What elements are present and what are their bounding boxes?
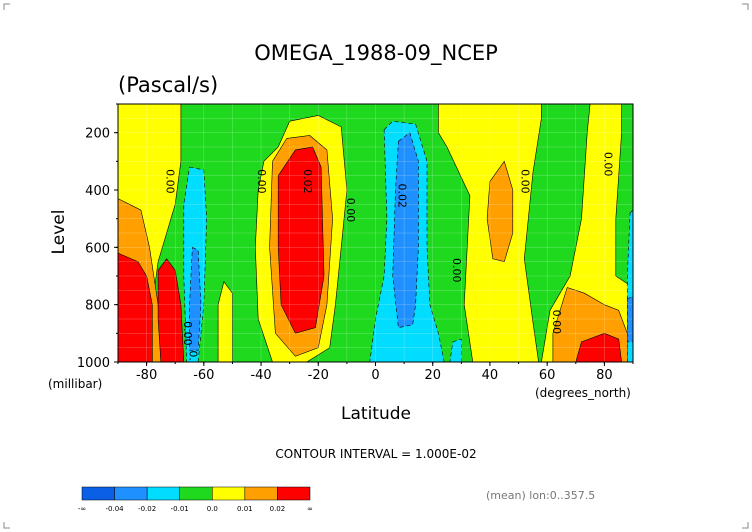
contour-interval-note: CONTOUR INTERVAL = 1.000E-02 xyxy=(275,447,476,461)
y-tick-label: 600 xyxy=(85,241,110,256)
legend-label: ∞ xyxy=(307,505,313,513)
contour-region-0.01-5 xyxy=(217,281,233,362)
contour-label: 0.02 xyxy=(395,183,408,208)
legend-label: -0.02 xyxy=(138,505,156,513)
legend-label: 0.02 xyxy=(270,505,286,513)
legend-swatch xyxy=(244,486,278,501)
legend-label: 0.0 xyxy=(207,505,218,513)
contour-region--0.02-18 xyxy=(189,246,202,351)
contour-label: 0.00 xyxy=(450,258,463,283)
y-axis-ticks: 200 400 600 800 1000 xyxy=(77,103,118,371)
legend-swatch xyxy=(114,486,148,501)
contour-label: 0.0 xyxy=(187,350,200,368)
contour-label: 0.00 xyxy=(601,152,614,177)
contour-label: 0.00 xyxy=(181,321,194,346)
y-tick-label: 200 xyxy=(85,127,110,142)
contour-label: 0.00 xyxy=(550,310,563,335)
x-tick-label: -60 xyxy=(193,368,214,383)
gridlines xyxy=(118,104,633,362)
x-tick-label: 0 xyxy=(371,368,379,383)
corner-marks xyxy=(3,3,749,529)
legend-label: -∞ xyxy=(78,505,86,513)
contour-region-0.02+-13 xyxy=(575,332,622,362)
legend-swatch xyxy=(179,486,213,501)
x-tick-label: -40 xyxy=(250,368,271,383)
color-legend: -∞ -0.04 -0.02 -0.01 0.0 0.01 0.02 ∞ xyxy=(78,486,313,513)
legend-label: -0.01 xyxy=(171,505,189,513)
y-tick-label: 400 xyxy=(85,184,110,199)
legend-swatch xyxy=(81,486,115,501)
y-axis-unit: (millibar) xyxy=(48,377,102,391)
contour-region-0.02-8 xyxy=(486,160,514,263)
chart-subtitle: (Pascal/s) xyxy=(118,73,218,97)
x-tick-label: -20 xyxy=(308,368,329,383)
x-tick-label: 20 xyxy=(424,368,441,383)
x-axis-label: Latitude xyxy=(341,404,411,424)
legend-swatch xyxy=(277,486,311,501)
contour-label: 0.00 xyxy=(518,169,531,194)
contour-region--0.02-20 xyxy=(626,295,633,343)
legend-label: 0.01 xyxy=(237,505,253,513)
contour-region--0.01-16 xyxy=(449,338,462,362)
contour-label: 0.00 xyxy=(344,198,357,223)
contour-labels: 0.00 0.00 0.020.000.020.000.000.000.000.00… xyxy=(164,152,615,368)
legend-label: -0.04 xyxy=(106,505,125,513)
contour-label: 0.00 xyxy=(255,169,268,194)
y-tick-label: 1000 xyxy=(77,356,110,371)
footer-note: (mean) lon:0..357.5 xyxy=(486,489,595,502)
contour-region--0.02-19 xyxy=(392,132,419,328)
x-tick-label: 60 xyxy=(539,368,556,383)
x-tick-label: 80 xyxy=(596,368,613,383)
x-tick-label: 40 xyxy=(482,368,499,383)
contour-label: 0.00 xyxy=(164,169,177,194)
contour-region-0.02+-12 xyxy=(157,258,185,362)
contour-region-0.02+-10 xyxy=(118,252,153,362)
chart-title: OMEGA_1988-09_NCEP xyxy=(254,41,498,66)
contour-fill-regions xyxy=(118,104,633,362)
y-axis-label: Level xyxy=(49,210,69,255)
legend-swatch xyxy=(146,486,180,501)
contour-region-0.02+-11 xyxy=(277,146,325,334)
legend-swatch xyxy=(212,486,246,501)
y-tick-label: 800 xyxy=(85,299,110,314)
x-axis-ticks: -80 -60 -40 -20 0 20 40 60 80 xyxy=(117,362,634,383)
x-axis-unit: (degrees_north) xyxy=(535,386,631,400)
x-tick-label: -80 xyxy=(136,368,157,383)
contour-label: 0.02 xyxy=(301,169,314,194)
